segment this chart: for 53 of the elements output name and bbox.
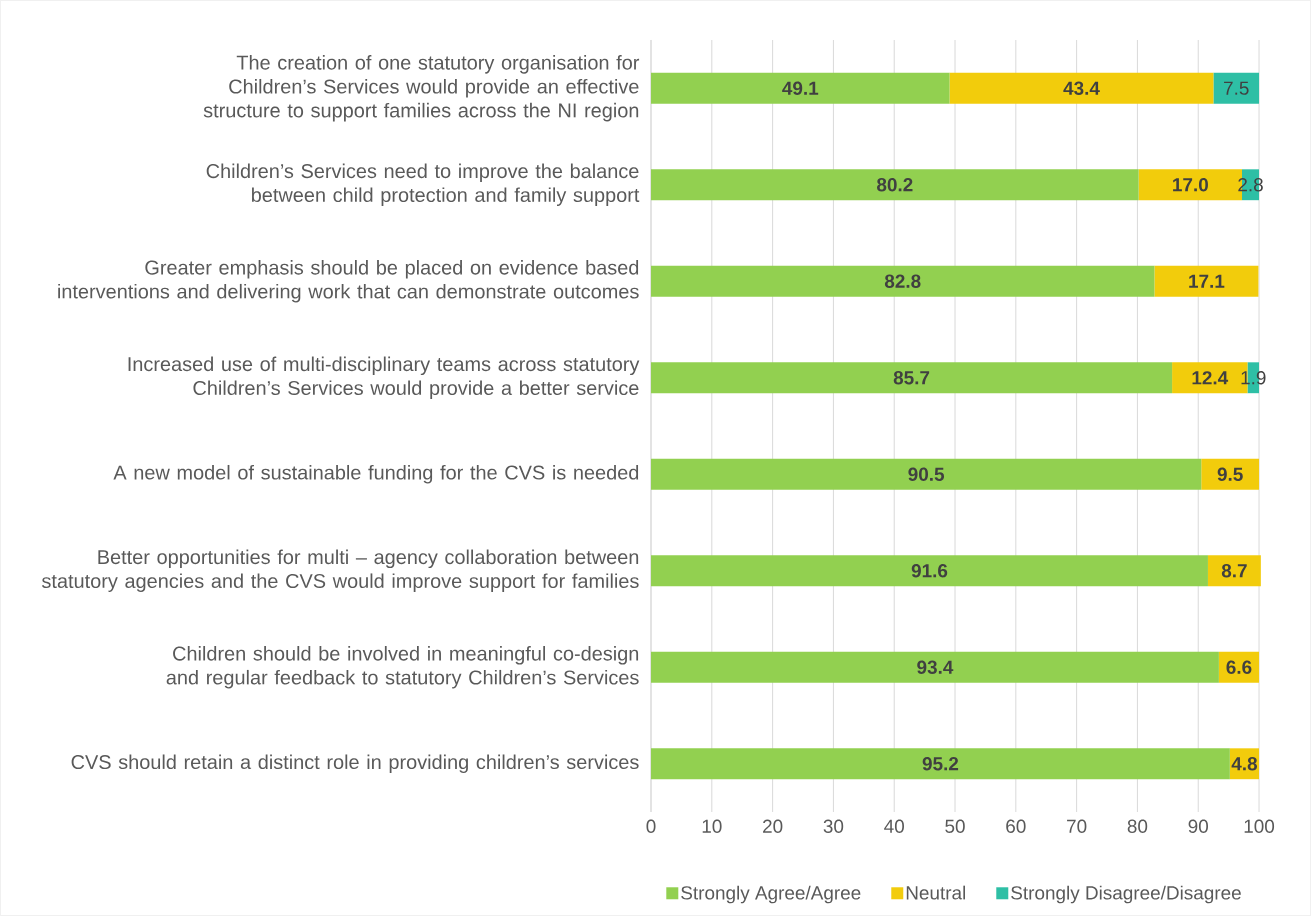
bar <box>651 72 950 104</box>
legend-label: Neutral <box>906 885 966 900</box>
legend-label: Strongly Agree/Agree <box>681 885 861 904</box>
data-label: 17.1 <box>1189 274 1225 288</box>
data-label: 43.4 <box>1063 81 1100 95</box>
x-tick-label: 20 <box>763 819 783 833</box>
data-label: 8.7 <box>1221 564 1247 578</box>
bar <box>949 72 1214 104</box>
x-tick-label: 80 <box>1127 819 1148 833</box>
bar <box>1213 72 1260 104</box>
y-tick-label: Better opportunities for multi – agency collaboration between statutory agencies and the CVS would improve support for families <box>41 549 639 592</box>
y-tick-label: Children’s Services need to improve the balance between child protection and family support <box>206 163 640 206</box>
data-label: 80.2 <box>877 178 913 192</box>
data-label: 1.9 <box>1241 371 1266 385</box>
data-label: 93.4 <box>917 660 954 674</box>
legend-label: Strongly Disagree/Disagree <box>1011 885 1241 904</box>
bar <box>651 458 1202 490</box>
x-tick-label: 10 <box>702 819 722 833</box>
x-tick-label: 40 <box>884 819 904 833</box>
x-tick-label: 60 <box>1006 819 1026 833</box>
data-label: 95.2 <box>922 757 959 771</box>
bar <box>651 169 1139 201</box>
x-tick-label: 0 <box>646 819 656 833</box>
x-tick-label: 100 <box>1244 819 1275 833</box>
data-label: 49.1 <box>782 81 819 95</box>
y-tick-label: The creation of one statutory organisation for Children’s Services would provide an effective structure to support families across the NI region <box>203 55 640 122</box>
data-label: 6.6 <box>1226 660 1252 674</box>
bar <box>651 555 1208 587</box>
data-label: 7.5 <box>1224 81 1249 95</box>
data-label: 85.7 <box>893 371 930 385</box>
y-tick-label: A new model of sustainable funding for the CVS is needed <box>113 464 639 484</box>
x-tick-label: 70 <box>1067 819 1087 833</box>
bar <box>651 748 1230 780</box>
data-label: 91.6 <box>911 564 948 578</box>
bar <box>1201 458 1260 490</box>
x-tick-label: 50 <box>945 819 965 833</box>
data-label: 12.4 <box>1192 371 1229 385</box>
data-label: 4.8 <box>1231 757 1258 771</box>
data-label: 82.8 <box>884 274 921 288</box>
bar <box>1154 265 1259 297</box>
bar <box>651 362 1173 394</box>
bar <box>651 651 1219 683</box>
bar <box>1207 555 1261 587</box>
y-tick-label: CVS should retain a distinct role in providing children’s services <box>71 754 639 774</box>
data-label: 90.5 <box>908 467 945 481</box>
data-label: 17.0 <box>1173 178 1208 192</box>
x-tick-label: 90 <box>1188 819 1208 833</box>
y-tick-label: Increased use of multi-disciplinary teams across statutory Children’s Services would provide a better service <box>128 356 640 399</box>
x-tick-label: 30 <box>823 819 844 833</box>
y-tick-label: Greater emphasis should be placed on evidence based interventions and delivering work that can demonstrate outcomes <box>58 260 639 303</box>
data-label: 9.5 <box>1217 467 1243 481</box>
bar <box>651 265 1155 297</box>
y-tick-label: Children should be involved in meaningful co-design and regular feedback to statutory Children’s Services <box>166 646 639 689</box>
